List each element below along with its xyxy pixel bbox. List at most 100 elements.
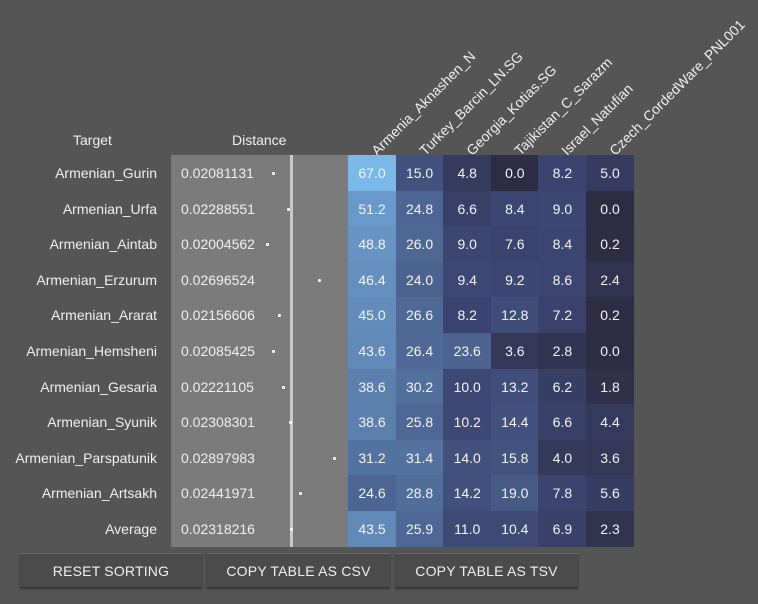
table-cell: 43.6 <box>348 333 396 369</box>
table-cell: 5.0 <box>586 155 634 191</box>
table-cell: 0.0 <box>586 190 634 227</box>
target-label: Armenian_Ararat <box>51 307 157 324</box>
distance-dot <box>272 172 276 175</box>
table-cell: 14.4 <box>490 404 539 441</box>
table-cell: 3.6 <box>586 439 634 476</box>
table-cell: 0.2 <box>586 297 634 334</box>
target-label: Armenian_Erzurum <box>36 271 157 288</box>
table-cell: 8.6 <box>538 261 587 298</box>
distance-dot <box>266 243 270 247</box>
distance-value: 0.02318216 <box>181 521 255 537</box>
distance-dot <box>317 278 321 282</box>
distance-value: 0.02897983 <box>181 449 255 466</box>
distance-column-header[interactable]: Distance <box>232 132 287 148</box>
target-label: Average <box>105 521 157 537</box>
table-cell: 6.6 <box>538 404 587 441</box>
table-cell: 9.4 <box>443 261 492 298</box>
distance-value: 0.02696524 <box>181 271 255 288</box>
table-cell: 2.8 <box>538 333 587 369</box>
table-cell: 3.6 <box>490 333 539 369</box>
distance-dot <box>282 385 286 389</box>
table-cell: 14.0 <box>443 439 492 476</box>
target-label: Armenian_Hemsheni <box>26 343 157 359</box>
distance-dot <box>277 314 281 318</box>
table-cell: 10.2 <box>443 404 492 441</box>
distance-value: 0.02221105 <box>181 378 254 395</box>
table-cell: 8.2 <box>443 297 492 334</box>
table-cell: 45.0 <box>348 297 396 334</box>
table-cell: 24.0 <box>395 261 444 298</box>
table-cell: 51.2 <box>348 190 396 227</box>
table-cell: 15.8 <box>490 439 539 476</box>
target-label: Armenian_Artsakh <box>41 485 157 502</box>
table-cell: 9.2 <box>490 261 539 298</box>
table-cell: 0.0 <box>490 155 539 191</box>
distance-background <box>171 155 348 547</box>
table-cell: 7.6 <box>490 226 539 263</box>
table-cell: 15.0 <box>395 155 444 191</box>
table-cell: 26.4 <box>395 333 444 369</box>
distance-value: 0.02081131 <box>181 165 254 181</box>
distance-dot <box>288 421 292 425</box>
table-cell: 14.2 <box>443 475 492 512</box>
table-cell: 10.4 <box>490 511 539 547</box>
population-header[interactable]: Georgia_Kotias.SG <box>463 61 560 159</box>
reset-sorting-button[interactable]: RESET SORTING <box>20 553 202 588</box>
table-cell: 31.4 <box>395 439 444 476</box>
table-cell: 13.2 <box>490 368 539 405</box>
table-cell: 6.2 <box>538 368 587 405</box>
distance-dot <box>287 207 291 211</box>
table-cell: 9.0 <box>538 190 587 227</box>
distance-value: 0.02441971 <box>181 485 255 502</box>
distance-dot <box>272 350 276 353</box>
table-cell: 24.6 <box>348 475 396 512</box>
table-cell: 2.3 <box>586 511 634 547</box>
target-label: Armenian_Syunik <box>47 414 157 431</box>
table-cell: 4.4 <box>586 404 634 441</box>
distance-value: 0.02004562 <box>181 236 255 253</box>
table-cell: 4.8 <box>443 155 492 191</box>
table-cell: 0.2 <box>586 226 634 263</box>
table-cell: 1.8 <box>586 368 634 405</box>
target-label: Armenian_Urfa <box>62 200 157 217</box>
table-cell: 25.8 <box>395 404 444 441</box>
table-cell: 24.8 <box>395 190 444 227</box>
table-cell: 26.0 <box>395 226 444 263</box>
table-cell: 26.6 <box>395 297 444 334</box>
table-cell: 38.6 <box>348 368 396 405</box>
table-cell: 67.0 <box>348 155 396 191</box>
table-cell: 11.0 <box>443 511 492 547</box>
table-cell: 7.2 <box>538 297 587 334</box>
table-cell: 0.0 <box>586 333 634 369</box>
target-label: Armenian_Gesaria <box>40 378 157 395</box>
target-label: Armenian_Parspatunik <box>15 449 157 466</box>
table-cell: 8.2 <box>538 155 587 191</box>
distance-value: 0.02308301 <box>181 414 255 431</box>
target-label: Armenian_Aintab <box>49 236 157 253</box>
table-cell: 23.6 <box>443 333 492 369</box>
table-cell: 28.8 <box>395 475 444 512</box>
distance-value: 0.02288551 <box>181 200 255 217</box>
distance-reference-line <box>290 155 293 547</box>
table-cell: 8.4 <box>490 190 539 227</box>
table-cell: 46.4 <box>348 261 396 298</box>
copy-csv-button[interactable]: COPY TABLE AS CSV <box>207 553 390 588</box>
table-cell: 10.0 <box>443 368 492 405</box>
table-cell: 9.0 <box>443 226 492 263</box>
table-cell: 6.6 <box>443 190 492 227</box>
distance-dot <box>332 456 336 460</box>
table-cell: 38.6 <box>348 404 396 441</box>
table-cell: 30.2 <box>395 368 444 405</box>
table-cell: 48.8 <box>348 226 396 263</box>
target-label: Armenian_Gurin <box>55 165 157 181</box>
distance-value: 0.02156606 <box>181 307 255 324</box>
copy-tsv-button[interactable]: COPY TABLE AS TSV <box>395 553 578 588</box>
distance-dot <box>298 492 302 496</box>
table-cell: 2.4 <box>586 261 634 298</box>
table-cell: 7.8 <box>538 475 587 512</box>
distance-dot <box>289 528 293 531</box>
target-column-header[interactable]: Target <box>73 132 112 148</box>
table-cell: 4.0 <box>538 439 587 476</box>
table-cell: 43.5 <box>348 511 396 547</box>
table-cell: 25.9 <box>395 511 444 547</box>
